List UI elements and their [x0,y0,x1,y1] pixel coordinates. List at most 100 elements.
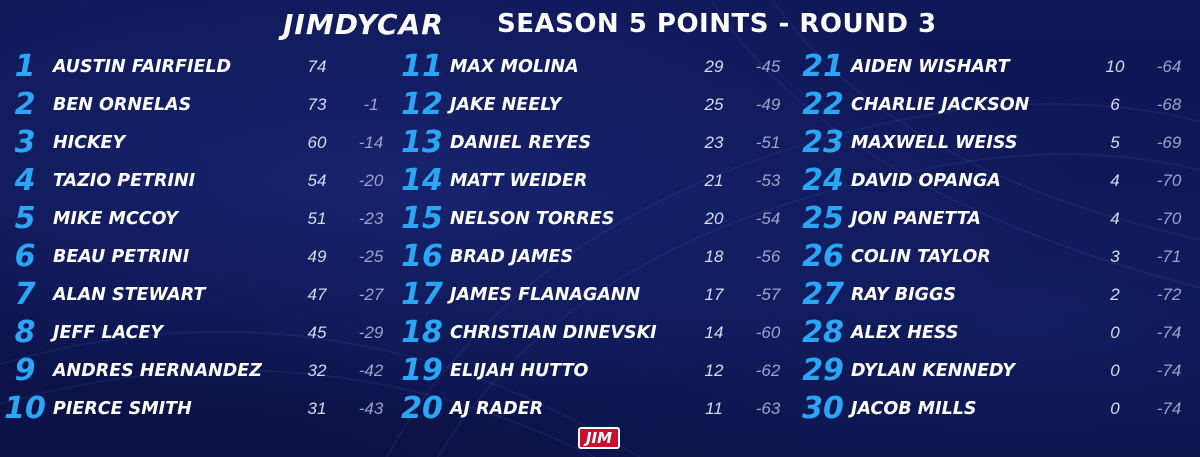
driver-name: HICKEY [53,133,126,153]
points-value: 49 [307,247,327,266]
standings-column-3: 21 AIDEN WISHART 10 -64 22 CHARLIE JACKSON 6 -6… [801,48,1196,428]
driver-name: ELIJAH HUTTO [450,361,589,381]
position-number: 21 [802,49,844,84]
points-gap: -42 [358,361,384,380]
points-value: 21 [704,171,724,190]
driver-name: DAVID OPANGA [851,171,1001,191]
position-number: 12 [401,87,443,122]
driver-name: TAZIO PETRINI [53,171,196,191]
points-gap: -54 [755,209,781,228]
driver-name: CHARLIE JACKSON [851,95,1030,115]
driver-name: JAKE NEELY [450,95,562,115]
points-gap: -1 [363,95,379,114]
standings-row: 15 NELSON TORRES 20 -54 [400,200,795,238]
position-number: 28 [802,315,844,350]
standings-row: 12 JAKE NEELY 25 -49 [400,86,795,124]
standings-row: 21 AIDEN WISHART 10 -64 [801,48,1196,86]
position-number: 10 [4,391,46,426]
driver-name: DYLAN KENNEDY [851,361,1015,381]
points-gap: -70 [1156,209,1182,228]
position-number: 26 [802,239,844,274]
points-gap: -53 [755,171,781,190]
standings-row: 2 BEN ORNELAS 73 -1 [3,86,398,124]
standings-row: 22 CHARLIE JACKSON 6 -68 [801,86,1196,124]
points-value: 14 [704,323,724,342]
position-number: 23 [802,125,844,160]
standings-row: 27 RAY BIGGS 2 -72 [801,276,1196,314]
position-number: 25 [802,201,844,236]
points-value: 11 [705,399,723,418]
points-gap: -29 [358,323,384,342]
standings-row: 30 JACOB MILLS 0 -74 [801,390,1196,428]
points-value: 4 [1110,171,1120,190]
standings-row: 4 TAZIO PETRINI 54 -20 [3,162,398,200]
standings-row: 17 JAMES FLANAGANN 17 -57 [400,276,795,314]
points-gap: -56 [755,247,781,266]
standings-row: 25 JON PANETTA 4 -70 [801,200,1196,238]
points-value: 25 [704,95,724,114]
position-number: 4 [14,163,36,198]
points-gap: -45 [755,57,781,76]
position-number: 18 [401,315,443,350]
position-number: 1 [14,49,36,84]
driver-name: CHRISTIAN DINEVSKI [450,323,657,343]
points-value: 32 [307,361,327,380]
standings-column-2: 11 MAX MOLINA 29 -45 12 JAKE NEELY 25 -49 13 DANI… [400,48,795,428]
driver-name: JON PANETTA [851,209,981,229]
points-value: 45 [307,323,327,342]
standings-row: 6 BEAU PETRINI 49 -25 [3,238,398,276]
standings-row: 26 COLIN TAYLOR 3 -71 [801,238,1196,276]
standings-row: 13 DANIEL REYES 23 -51 [400,124,795,162]
driver-name: MIKE MCCOY [53,209,178,229]
driver-name: BEN ORNELAS [53,95,192,115]
position-number: 16 [401,239,443,274]
points-gap: -51 [755,133,781,152]
driver-name: ANDRES HERNANDEZ [53,361,262,381]
points-gap: -49 [755,95,781,114]
driver-name: AIDEN WISHART [851,57,1010,77]
points-gap: -74 [1156,361,1182,380]
position-number: 7 [14,277,36,312]
standings-row: 7 ALAN STEWART 47 -27 [3,276,398,314]
standings-row: 11 MAX MOLINA 29 -45 [400,48,795,86]
points-gap: -62 [755,361,781,380]
standings-row: 14 MATT WEIDER 21 -53 [400,162,795,200]
position-number: 2 [14,87,36,122]
points-gap: -70 [1156,171,1182,190]
points-value: 31 [307,399,327,418]
page-title: SEASON 5 POINTS - ROUND 3 [497,9,937,39]
points-value: 10 [1105,57,1125,76]
points-gap: -74 [1156,399,1182,418]
points-value: 4 [1110,209,1120,228]
driver-name: ALEX HESS [851,323,959,343]
points-value: 20 [704,209,724,228]
points-value: 0 [1110,323,1120,342]
position-number: 22 [802,87,844,122]
standings-row: 16 BRAD JAMES 18 -56 [400,238,795,276]
position-number: 8 [14,315,36,350]
position-number: 24 [802,163,844,198]
position-number: 17 [401,277,443,312]
points-gap: -69 [1156,133,1182,152]
position-number: 15 [401,201,443,236]
standings-row: 24 DAVID OPANGA 4 -70 [801,162,1196,200]
driver-name: AUSTIN FAIRFIELD [53,57,232,77]
points-value: 18 [704,247,724,266]
driver-name: BRAD JAMES [450,247,574,267]
standings-row: 1 AUSTIN FAIRFIELD 74 [3,48,398,86]
points-value: 6 [1110,95,1120,114]
points-value: 0 [1110,399,1120,418]
points-gap: -74 [1156,323,1182,342]
points-value: 23 [704,133,724,152]
driver-name: NELSON TORRES [450,209,615,229]
points-value: 12 [704,361,724,380]
points-gap: -63 [755,399,781,418]
driver-name: JACOB MILLS [851,399,977,419]
standings-row: 20 AJ RADER 11 -63 [400,390,795,428]
standings-row: 8 JEFF LACEY 45 -29 [3,314,398,352]
position-number: 20 [401,391,443,426]
jim-badge-logo: JIM [578,427,620,449]
points-gap: -27 [358,285,384,304]
points-gap: -43 [358,399,384,418]
brand-logo: JIMDYCAR [283,8,444,41]
